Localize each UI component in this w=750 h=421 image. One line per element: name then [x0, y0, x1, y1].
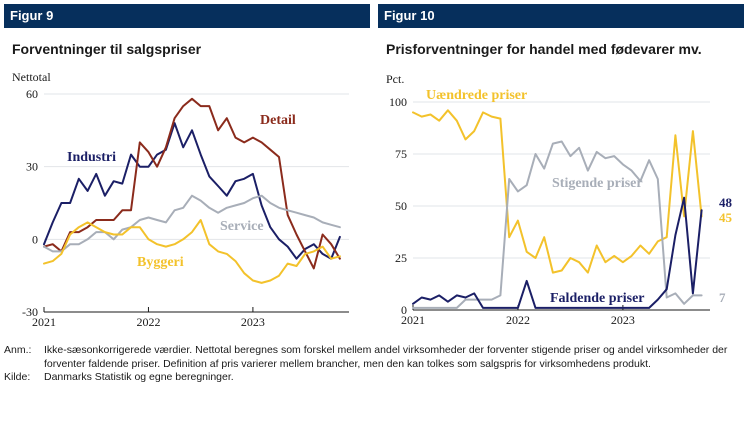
series-label-industri: Industri: [67, 150, 116, 165]
y-unit-label: Nettotal: [12, 70, 51, 84]
y-tick-label: 100: [389, 95, 407, 109]
y-tick-label: 50: [395, 199, 407, 213]
x-tick-label: 2023: [611, 313, 635, 327]
y-tick-label: 60: [26, 87, 38, 101]
notes: Anm.: Ikke-sæsonkorrigerede værdier. Net…: [4, 344, 746, 385]
series-line-detail: [43, 97, 341, 270]
end-value-label-faldende-priser: 48: [719, 195, 733, 210]
y-unit-label: Pct.: [386, 72, 404, 86]
x-tick-label: 2022: [506, 313, 530, 327]
y-tick-label: 0: [32, 232, 38, 246]
figure-9-header: Figur 9: [4, 4, 370, 28]
end-value-label-uaendrede-priser: 45: [719, 210, 733, 225]
note-anm-text: Ikke-sæsonkorrigerede værdier. Nettotal …: [44, 344, 728, 370]
x-tick-label: 2021: [401, 313, 425, 327]
series-line-uaendrede-priser: [412, 109, 703, 274]
series-label-faldende-priser: Faldende priser: [550, 291, 645, 306]
note-kilde: Kilde: Danmarks Statistik og egne beregn…: [4, 371, 746, 385]
figure-10-header: Figur 10: [378, 4, 744, 28]
y-tick-label: -30: [22, 305, 38, 319]
figure-9-chart: Nettotal -30 0 30 60 2021 2022 2023 Industri Deta…: [12, 70, 349, 329]
note-kilde-text: Danmarks Statistik og egne beregninger.: [44, 371, 234, 383]
note-kilde-key: Kilde:: [4, 371, 31, 383]
series-label-service: Service: [220, 219, 264, 234]
y-tick-label: 25: [395, 251, 407, 265]
figure-10-chart: Pct. 0 25 50 75 100 2021 2022 2023 Uændrede prise…: [386, 72, 733, 327]
x-tick-label: 2022: [136, 315, 160, 329]
figure-9-title: Forventninger til salgspriser: [12, 41, 202, 57]
series-label-uaendrede-priser: Uændrede priser: [426, 88, 527, 103]
x-tick-label: 2023: [241, 315, 265, 329]
figure-10-title: Prisforventninger for handel med fødevar…: [386, 41, 702, 57]
y-tick-label: 75: [395, 147, 407, 161]
end-value-label-stigende-priser: 7: [719, 290, 726, 305]
series-line-faldende-priser: [412, 196, 703, 309]
note-anm-key: Anm.:: [4, 344, 32, 356]
series-label-stigende-priser: Stigende priser: [552, 176, 643, 191]
series-label-byggeri: Byggeri: [137, 255, 184, 270]
note-anm: Anm.: Ikke-sæsonkorrigerede værdier. Net…: [4, 344, 746, 371]
figure-9-panel: Figur 9 Forventninger til salgspriser Ne…: [4, 4, 370, 329]
y-tick-label: 30: [26, 160, 38, 174]
series-label-detail: Detail: [260, 113, 296, 128]
y-tick-label: 0: [401, 303, 407, 317]
series-line-byggeri: [43, 219, 341, 284]
figure-10-panel: Figur 10 Prisforventninger for handel me…: [378, 4, 744, 327]
series-line-industri: [43, 122, 341, 260]
series-line-service: [43, 194, 341, 253]
series-line-stigende-priser: [412, 140, 703, 309]
x-tick-label: 2021: [32, 315, 56, 329]
